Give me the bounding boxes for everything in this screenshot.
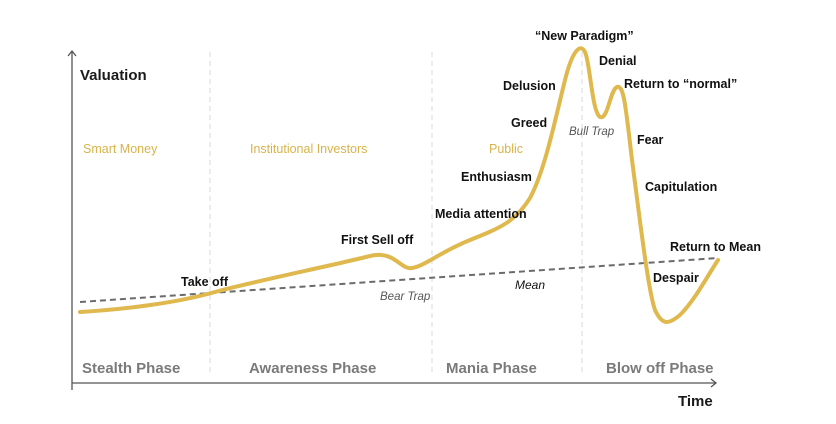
phase-blow-off: Blow off Phase: [606, 360, 714, 377]
group-label-smart-money: Smart Money: [83, 142, 158, 156]
x-axis-label: Time: [678, 393, 713, 410]
label-greed: Greed: [511, 116, 547, 130]
group-label-institutional: Institutional Investors: [250, 142, 367, 156]
phase-awareness: Awareness Phase: [249, 360, 376, 377]
group-label-public: Public: [489, 142, 523, 156]
label-mean: Mean: [515, 278, 545, 292]
y-axis-label: Valuation: [80, 67, 147, 84]
label-fear: Fear: [637, 133, 664, 147]
label-bull-trap: Bull Trap: [569, 126, 615, 138]
valuation-curve: [78, 46, 720, 324]
x-axis: [72, 378, 718, 388]
label-delusion: Delusion: [503, 79, 556, 93]
label-new-paradigm: “New Paradigm”: [535, 29, 634, 43]
phase-stealth: Stealth Phase: [82, 360, 180, 377]
label-denial: Denial: [599, 54, 637, 68]
label-capitulation: Capitulation: [645, 180, 717, 194]
label-media-attention: Media attention: [435, 207, 527, 221]
mean-line: [79, 257, 719, 303]
label-return-to-mean: Return to Mean: [670, 240, 761, 254]
label-bear-trap: Bear Trap: [380, 291, 431, 303]
label-enthusiasm: Enthusiasm: [461, 170, 532, 184]
label-return-to-normal: Return to “normal”: [624, 77, 737, 91]
label-first-sell-off: First Sell off: [341, 233, 414, 247]
phase-mania: Mania Phase: [446, 360, 537, 377]
label-despair: Despair: [653, 271, 699, 285]
label-take-off: Take off: [181, 275, 229, 289]
y-axis: [67, 49, 77, 390]
